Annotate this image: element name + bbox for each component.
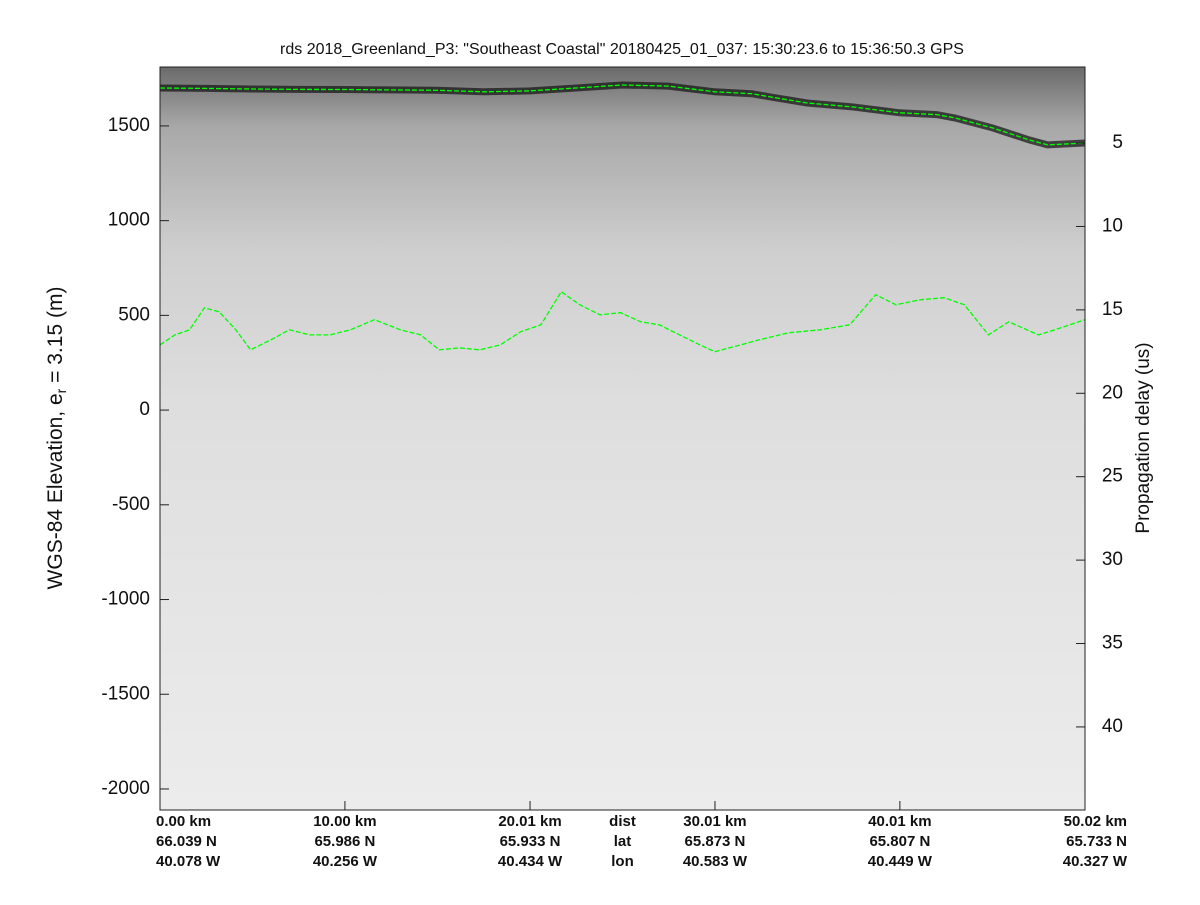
x-tick-lon: 40.583 W (683, 853, 748, 870)
trace-line (159, 290, 1086, 353)
x-tick-lon: 40.078 W (156, 853, 221, 870)
y-tick-label: 1000 (108, 210, 150, 231)
x-tick-label: 0.00 km (156, 813, 211, 830)
x-tick-lat: 65.933 N (500, 833, 561, 850)
y2-tick-label: 35 (1102, 633, 1123, 654)
y2-tick-label: 20 (1102, 382, 1123, 403)
axes-frame (159, 66, 1086, 811)
x-tick-lat: 66.039 N (156, 833, 217, 850)
row-label: lon (611, 853, 634, 870)
x-tick-label: 30.01 km (683, 813, 746, 830)
trace-line (159, 84, 1086, 146)
y-label-subscript: r (53, 388, 69, 393)
y2-tick-label: 30 (1102, 549, 1123, 570)
x-tick-lon: 40.256 W (313, 853, 378, 870)
y-tick-label: 1500 (108, 115, 150, 136)
y-tick-label: -2000 (101, 778, 150, 799)
plot-area (159, 81, 1086, 353)
y2-axis-label: Propagation delay (us) (1133, 342, 1154, 533)
y2-tick-label: 25 (1102, 466, 1123, 487)
x-tick-lon: 40.327 W (1063, 853, 1128, 870)
y2-tick-label: 5 (1112, 132, 1123, 153)
y2-tick-label: 10 (1102, 215, 1123, 236)
row-label: lat (614, 833, 632, 850)
x-tick-lat: 65.986 N (314, 833, 375, 850)
chart-title: rds 2018_Greenland_P3: "Southeast Coasta… (280, 41, 964, 58)
y2-tick-label: 15 (1102, 299, 1123, 320)
y-tick-label: 500 (118, 304, 150, 325)
x-tick-lat: 65.807 N (869, 833, 930, 850)
y-tick-label: -500 (112, 494, 150, 515)
x-tick-lat: 65.733 N (1066, 833, 1127, 850)
x-tick-label: 50.02 km (1064, 813, 1127, 830)
y-label-part: WGS-84 Elevation, e (44, 393, 67, 589)
y-tick-label: 0 (139, 399, 150, 420)
y-tick-label: -1500 (101, 683, 150, 704)
x-tick-label: 40.01 km (868, 813, 931, 830)
x-tick-label: 10.00 km (313, 813, 376, 830)
x-tick-lat: 65.873 N (685, 833, 746, 850)
x-tick-lon: 40.449 W (868, 853, 933, 870)
x-tick-label: 20.01 km (498, 813, 561, 830)
y-axis-label: WGS-84 Elevation, er = 3.15 (m) (44, 287, 69, 590)
x-tick-lon: 40.434 W (498, 853, 563, 870)
radar-image (160, 67, 1085, 810)
y-label-part: = 3.15 (m) (44, 287, 67, 389)
y2-tick-label: 40 (1102, 716, 1123, 737)
row-label: dist (609, 813, 636, 830)
y-tick-label: -1000 (101, 589, 150, 610)
